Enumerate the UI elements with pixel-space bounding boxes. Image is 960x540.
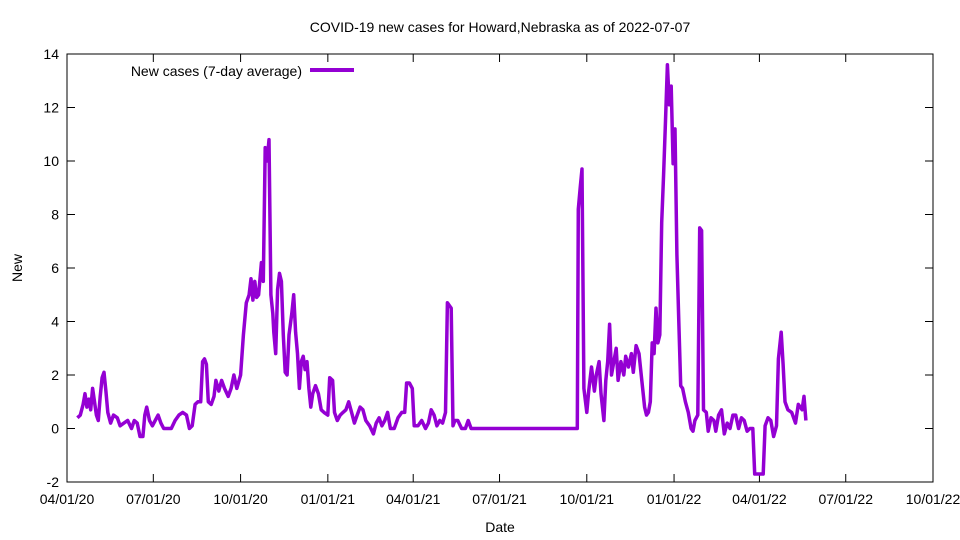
x-tick-label: 01/01/21 (301, 491, 356, 507)
x-tick-label: 04/01/22 (732, 491, 787, 507)
y-tick-label: 14 (43, 46, 59, 62)
y-tick-label: 0 (51, 421, 59, 437)
y-tick-label: -2 (47, 474, 60, 490)
x-tick-label: 07/01/22 (818, 491, 873, 507)
axes: -2 0 2 4 6 8 10 12 14 04/01/20 07/01/20 10/01/20 01/… (40, 46, 960, 507)
y-tick-label: 12 (43, 100, 59, 116)
x-axis-label: Date (485, 519, 515, 535)
x-tick-label: 04/01/21 (386, 491, 441, 507)
legend-label: New cases (7-day average) (131, 63, 302, 79)
y-tick-label: 4 (51, 314, 59, 330)
x-tick-label: 10/01/21 (560, 491, 615, 507)
x-tick-label: 10/01/22 (906, 491, 960, 507)
plot-frame (66, 53, 934, 483)
y-tick-label: 2 (51, 367, 59, 383)
chart-title: COVID-19 new cases for Howard,Nebraska a… (310, 19, 691, 35)
x-tick-label: 01/01/22 (647, 491, 702, 507)
legend: New cases (7-day average) (131, 63, 354, 79)
series-line-0 (76, 62, 808, 476)
plot-area (76, 62, 808, 476)
y-tick-label: 8 (51, 207, 59, 223)
x-tick-label: 07/01/21 (472, 491, 527, 507)
y-tick-label: 6 (51, 260, 59, 276)
x-tick-label: 07/01/20 (126, 491, 181, 507)
y-tick-label: 10 (43, 153, 59, 169)
x-tick-label: 10/01/20 (213, 491, 268, 507)
x-tick-label: 04/01/20 (40, 491, 95, 507)
y-axis-label: New (9, 253, 25, 282)
